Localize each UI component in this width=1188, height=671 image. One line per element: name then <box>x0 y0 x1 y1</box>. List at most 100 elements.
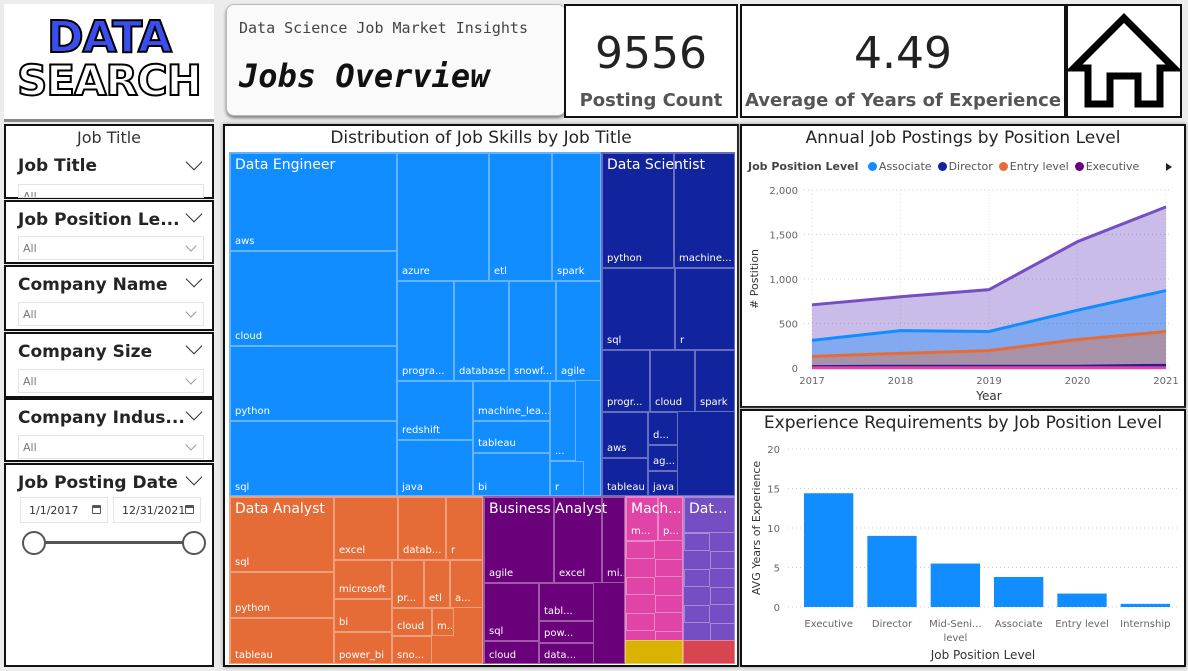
treemap-cell[interactable]: power_bi <box>334 632 392 663</box>
treemap-cell[interactable]: ... <box>550 381 576 461</box>
treemap-cell[interactable]: aws <box>230 153 397 251</box>
legend-item[interactable]: Executive <box>1085 160 1140 173</box>
treemap-group[interactable] <box>625 640 683 664</box>
treemap-cell[interactable]: snowf... <box>509 281 556 381</box>
chevron-down-icon[interactable] <box>185 153 203 171</box>
treemap-cell[interactable]: excel <box>554 497 602 583</box>
treemap-cell[interactable]: ag... <box>648 445 678 471</box>
bar[interactable] <box>994 576 1044 607</box>
treemap-cell[interactable]: sql <box>602 268 675 350</box>
treemap-cell[interactable]: bi <box>334 599 392 632</box>
legend-next-arrow-icon[interactable] <box>1166 163 1172 171</box>
treemap-cell[interactable]: d... <box>648 412 678 445</box>
treemap-cell[interactable]: database <box>454 281 509 381</box>
treemap-group[interactable]: sql python tableau excel datab... r microsoft b… <box>229 496 483 664</box>
treemap-cell[interactable]: microsoft <box>334 560 392 599</box>
treemap-cell[interactable] <box>684 605 710 623</box>
treemap-group[interactable] <box>683 640 735 664</box>
treemap-cell[interactable]: sql <box>484 583 539 641</box>
treemap-cell[interactable]: aws <box>602 412 648 458</box>
treemap-cell[interactable]: etl <box>489 153 552 281</box>
treemap-cell[interactable]: m... <box>626 497 658 541</box>
treemap-cell[interactable] <box>684 533 710 551</box>
treemap-cell[interactable]: pr... <box>392 560 424 608</box>
treemap-cell[interactable]: p... <box>658 497 682 541</box>
treemap-cell[interactable]: sno... <box>392 636 432 663</box>
treemap-cell[interactable]: tableau <box>230 618 334 663</box>
treemap-cell[interactable]: java <box>397 440 473 495</box>
chevron-down-icon[interactable] <box>185 205 203 223</box>
treemap-cell[interactable]: spark <box>695 350 734 412</box>
treemap-cell[interactable]: azure <box>397 153 489 281</box>
treemap-cell[interactable]: r <box>446 497 482 560</box>
treemap-cell[interactable] <box>710 587 734 605</box>
bar[interactable] <box>1120 603 1170 607</box>
treemap-cell[interactable] <box>710 623 734 641</box>
line-series-associate[interactable] <box>811 289 1167 342</box>
company-size-dropdown[interactable]: All <box>18 369 204 393</box>
treemap-cell[interactable]: cloud <box>484 641 539 663</box>
treemap-cell[interactable]: bi <box>473 453 550 495</box>
treemap-group[interactable]: agile excel mi... sql cloud tabl... pow... data… <box>483 496 625 664</box>
treemap-cell[interactable] <box>684 569 710 587</box>
treemap-cell[interactable]: agile <box>556 281 600 381</box>
treemap-cell[interactable]: machine... <box>674 153 734 268</box>
treemap-cell[interactable] <box>626 541 655 559</box>
treemap-cell[interactable]: progra... <box>397 281 454 381</box>
job-title-dropdown[interactable]: All <box>18 184 204 198</box>
treemap-cell[interactable]: java <box>648 471 678 495</box>
end-date-input[interactable]: 12/31/2021 <box>113 497 201 523</box>
treemap-cell[interactable]: a... <box>450 560 482 608</box>
treemap-cell[interactable]: sql <box>230 497 334 572</box>
legend-item[interactable]: Associate <box>878 160 932 173</box>
treemap-cell[interactable]: agile <box>484 497 554 583</box>
treemap-cell[interactable]: cloud <box>650 350 695 412</box>
treemap-cell[interactable] <box>626 613 655 631</box>
chevron-down-icon[interactable] <box>185 270 203 288</box>
treemap-cell[interactable]: pow... <box>539 621 594 643</box>
treemap-cell[interactable]: spark <box>552 153 600 281</box>
treemap-cell[interactable] <box>684 497 734 533</box>
date-range-slider-track[interactable] <box>34 541 192 544</box>
treemap-cell[interactable]: sql <box>230 421 397 495</box>
treemap-cell[interactable]: etl <box>424 560 450 608</box>
company-industry-dropdown[interactable]: All <box>18 435 204 459</box>
treemap-cell[interactable] <box>655 595 682 613</box>
treemap-cell[interactable]: python <box>230 346 397 421</box>
bar[interactable] <box>930 563 980 607</box>
treemap-group[interactable]: aws cloud python sql azure etl spark progra... d… <box>229 152 601 496</box>
treemap-cell[interactable]: python <box>602 153 674 268</box>
treemap-cell[interactable]: tableau <box>473 421 550 453</box>
line-series-entry-level[interactable] <box>811 330 1167 358</box>
treemap-cell[interactable] <box>655 559 682 577</box>
treemap-cell[interactable]: progr... <box>602 350 650 412</box>
treemap-group[interactable]: Dat... <box>683 496 735 664</box>
treemap-cell[interactable]: tableau <box>602 458 648 495</box>
legend-item[interactable]: Director <box>948 160 993 173</box>
legend-item[interactable]: Entry level <box>1009 160 1069 173</box>
home-button[interactable] <box>1065 4 1183 118</box>
calendar-icon[interactable] <box>185 505 194 514</box>
calendar-icon[interactable] <box>92 505 101 514</box>
bar[interactable] <box>804 493 854 607</box>
bar[interactable] <box>867 535 917 607</box>
treemap-cell[interactable]: python <box>230 572 334 618</box>
chevron-down-icon[interactable] <box>185 337 203 355</box>
company-name-dropdown[interactable]: All <box>18 302 204 326</box>
line-series-mid-senior-level[interactable] <box>811 205 1167 307</box>
date-range-end-handle[interactable] <box>182 531 206 555</box>
treemap-cell[interactable]: excel <box>334 497 398 560</box>
treemap-group[interactable]: python machine... sql r progr... cloud spark aw… <box>601 152 735 496</box>
position-level-dropdown[interactable]: All <box>18 236 204 260</box>
treemap-cell[interactable]: data... <box>539 643 594 663</box>
bar[interactable] <box>1057 593 1107 607</box>
treemap-cell[interactable]: machine_lea... <box>473 381 550 421</box>
chevron-down-icon[interactable] <box>185 468 203 486</box>
treemap-cell[interactable]: redshift <box>397 381 473 440</box>
treemap-cell[interactable]: cloud <box>392 608 432 636</box>
treemap-cell[interactable]: cloud <box>230 251 397 346</box>
treemap-group[interactable]: m... p... Mach... <box>625 496 683 664</box>
start-date-input[interactable]: 1/1/2017 <box>20 497 108 523</box>
treemap-cell[interactable]: datab... <box>398 497 446 560</box>
treemap-cell[interactable] <box>626 577 655 595</box>
